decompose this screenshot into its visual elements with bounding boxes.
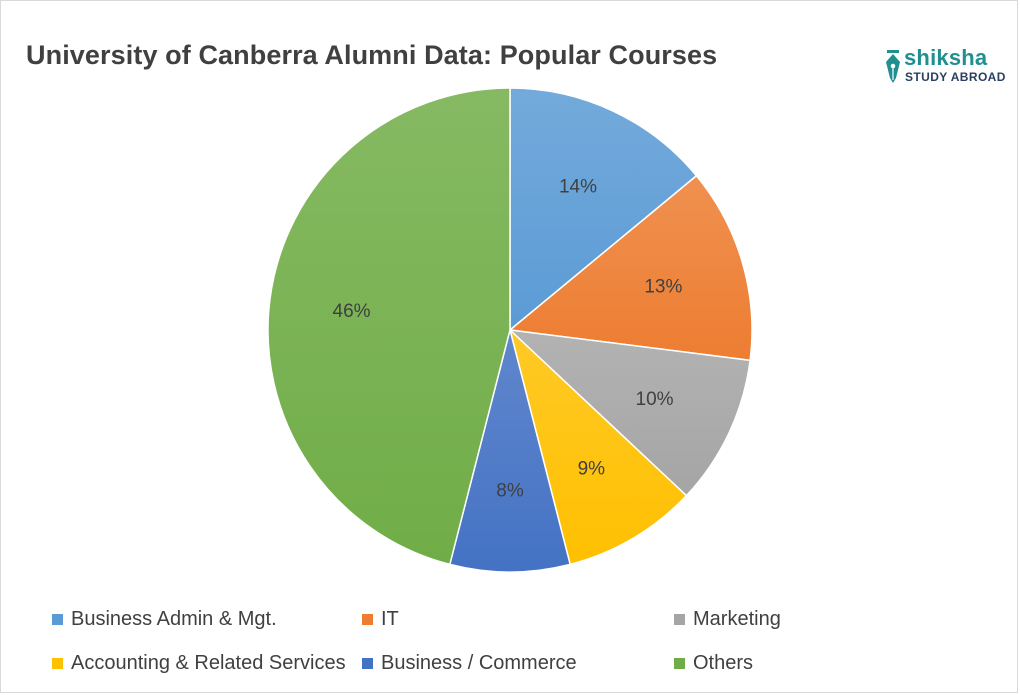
data-label: 8% bbox=[496, 481, 524, 502]
legend-swatch bbox=[362, 614, 373, 625]
pie-slice-marketing bbox=[507, 328, 751, 497]
legend-swatch bbox=[52, 658, 63, 669]
legend-item: Business / Commerce bbox=[362, 652, 577, 675]
legend-label: Others bbox=[693, 652, 754, 674]
legend-item: Business Admin & Mgt. bbox=[52, 608, 277, 631]
legend-item: IT bbox=[362, 608, 399, 631]
data-label: 10% bbox=[636, 389, 674, 410]
legend-item: Accounting & Related Services bbox=[52, 652, 346, 675]
pen-nib-icon bbox=[886, 50, 900, 83]
data-label: 13% bbox=[644, 276, 682, 297]
legend-label: Business Admin & Mgt. bbox=[71, 608, 277, 630]
pie-slice-business-commerce bbox=[448, 329, 572, 573]
legend-label: Accounting & Related Services bbox=[71, 652, 346, 674]
legend-label: Business / Commerce bbox=[381, 652, 577, 674]
logo-bottom-text: STUDY ABROAD bbox=[905, 70, 1006, 84]
pie-slice-it bbox=[508, 174, 753, 362]
legend-swatch bbox=[52, 614, 63, 625]
legend-label: Marketing bbox=[693, 608, 781, 630]
chart-title: University of Canberra Alumni Data: Popu… bbox=[26, 40, 718, 70]
shiksha-logo: shiksha STUDY ABROAD bbox=[882, 46, 1012, 88]
logo-top-text: shiksha bbox=[904, 45, 988, 70]
legend-swatch bbox=[362, 658, 373, 669]
data-label: 9% bbox=[578, 458, 606, 479]
pie-slice-business-admin-mgt bbox=[509, 87, 698, 332]
legend-item: Others bbox=[674, 652, 753, 675]
legend-swatch bbox=[674, 658, 685, 669]
data-label: 14% bbox=[559, 176, 597, 197]
legend-item: Marketing bbox=[674, 608, 781, 631]
pie-slice-others bbox=[267, 87, 511, 566]
legend-label: IT bbox=[381, 608, 399, 630]
data-label: 46% bbox=[333, 301, 371, 322]
legend-swatch bbox=[674, 614, 685, 625]
pie-chart: 14% 13% 10% 9% 8% 46% bbox=[267, 87, 753, 573]
pie-slice-accounting-related-services bbox=[508, 327, 688, 566]
